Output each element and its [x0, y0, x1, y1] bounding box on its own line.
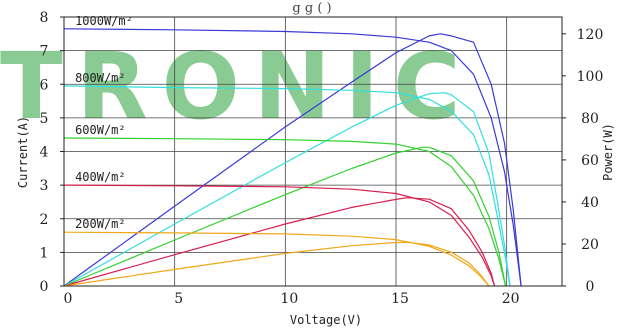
- series-label: 200W/m²: [75, 217, 126, 231]
- x-tick-label: 20: [502, 291, 520, 307]
- series-label: 600W/m²: [75, 123, 126, 137]
- y-left-tick-label: 7: [40, 44, 49, 60]
- y-left-tick-label: 0: [40, 279, 49, 295]
- pv-curve: [63, 197, 496, 287]
- chart-title-fragment: g g ( ): [292, 1, 331, 16]
- series-labels: 1000W/m² 800W/m² 600W/m² 400W/m² 200W/m²: [75, 14, 133, 231]
- x-tick-label: 0: [64, 291, 73, 307]
- y-right-tick-label: 100: [577, 69, 604, 85]
- pv-curve: [63, 146, 507, 287]
- y-left-tick-label: 2: [40, 212, 49, 228]
- series-label: 1000W/m²: [75, 14, 133, 28]
- y-right-tick-label: 20: [581, 237, 599, 253]
- iv-curve: [63, 137, 507, 287]
- y-left-tick-label: 3: [40, 178, 49, 194]
- y-right-tick-label: 80: [581, 111, 599, 127]
- y-left-tick-label: 4: [40, 145, 49, 161]
- x-tick-label: 5: [174, 291, 183, 307]
- x-axis-label: Voltage(V): [290, 313, 362, 327]
- series-layer: [63, 28, 522, 287]
- pv-curve: [63, 241, 490, 287]
- x-tick-label: 10: [280, 291, 298, 307]
- iv-curve: [63, 184, 496, 287]
- x-tick-label: 15: [391, 291, 409, 307]
- y-right-tick-label: 0: [586, 279, 595, 295]
- y-left-tick-label: 6: [40, 77, 49, 93]
- series-label: 400W/m²: [75, 170, 126, 184]
- y-axis-right-label: Power(W): [601, 123, 615, 181]
- y-left-tick-label: 1: [40, 245, 49, 261]
- y-axis-left-label: Current(A): [16, 116, 30, 188]
- iv-curve: [63, 28, 522, 287]
- iv-curve: [63, 85, 511, 287]
- y-right-tick-label: 60: [581, 153, 599, 169]
- pv-curve: [63, 92, 511, 287]
- y-right-tick-label: 120: [577, 27, 604, 43]
- y-left-tick-label: 8: [40, 10, 49, 26]
- y-left-tick-label: 5: [40, 111, 49, 127]
- y-right-tick-label: 40: [581, 195, 599, 211]
- series-label: 800W/m²: [75, 71, 126, 85]
- pv-curve: [63, 33, 522, 287]
